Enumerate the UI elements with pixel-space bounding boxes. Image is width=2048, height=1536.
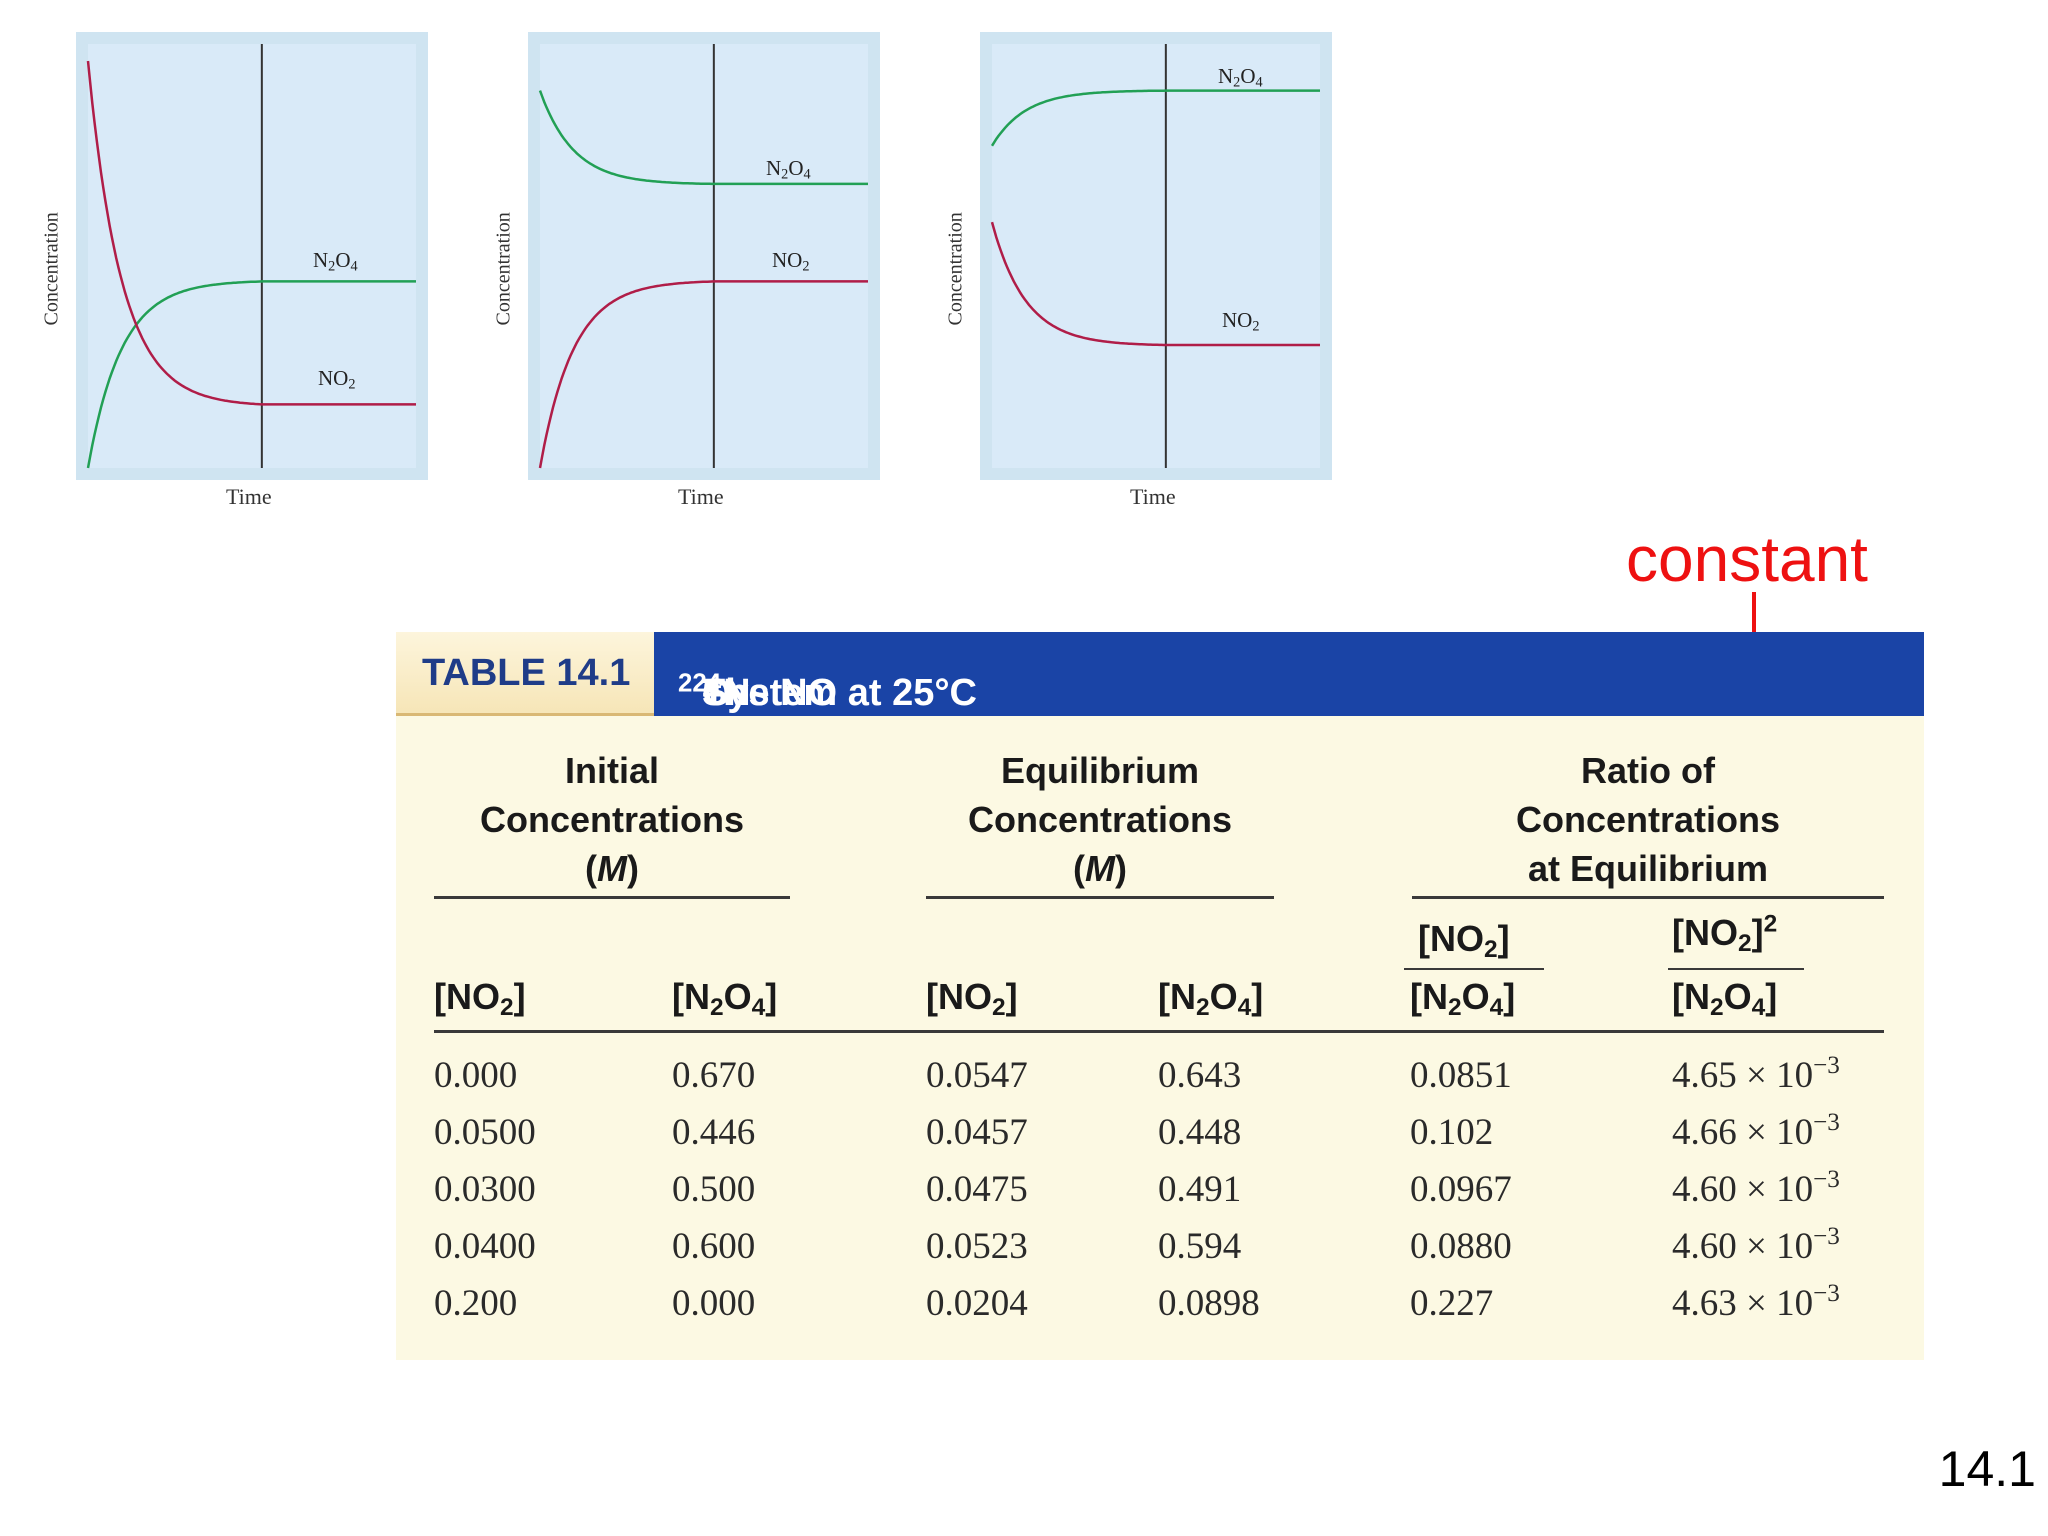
table-cell: 0.670 <box>672 1055 756 1096</box>
col-header-eq-n2o4: [N2O4] <box>1158 976 1264 1022</box>
col-header-kc-numerator: [NO2]2 <box>1672 910 1778 958</box>
series-line-no2 <box>990 221 1320 347</box>
y-axis-label: Concentration <box>944 212 967 326</box>
table-cell: 0.0475 <box>926 1169 1028 1210</box>
table-cell: 0.0500 <box>434 1112 536 1153</box>
table-cell: 0.0204 <box>926 1283 1028 1324</box>
col-header-ratio-numerator: [NO2] <box>1418 918 1510 964</box>
plot-area <box>88 44 416 468</box>
table-cell: 0.0523 <box>926 1226 1028 1267</box>
table-cell: 0.500 <box>672 1169 756 1210</box>
group-rule <box>1412 896 1884 899</box>
table-cell: 0.0851 <box>1410 1055 1512 1096</box>
series-line-no2 <box>538 280 868 469</box>
table-title-bar: The NO 2 –N 2 O 4 System at 25°C <box>654 632 1924 716</box>
plot-svg <box>990 44 1320 468</box>
plot-svg <box>538 44 868 469</box>
table-cell: 0.643 <box>1158 1055 1242 1096</box>
series-label-n2o4: N2O4 <box>1218 64 1263 91</box>
series-line-n2o4 <box>538 90 868 186</box>
table-cell: 4.65 × 10−3 <box>1672 1052 1840 1096</box>
series-label-n2o4: N2O4 <box>766 156 811 183</box>
table-cell: 0.000 <box>672 1283 756 1324</box>
table-label: TABLE 14.1 <box>422 652 631 694</box>
table-title: The NO 2 –N 2 O 4 System at 25°C <box>678 669 977 714</box>
data-table: TABLE 14.1 The NO 2 –N 2 O 4 System at 25°C I… <box>396 632 1924 1360</box>
concentration-plot-2 <box>528 32 880 480</box>
table-cell: 4.66 × 10−3 <box>1672 1109 1840 1153</box>
group-header-ratio: Ratio of Concentrations at Equilibrium <box>1515 750 1781 889</box>
group-header-initial: Initial Concentrations (M) <box>479 750 745 889</box>
table-cell: 0.446 <box>672 1112 756 1153</box>
x-axis-label: Time <box>226 484 272 509</box>
col-header-kc-denominator: [N2O4] <box>1672 976 1778 1022</box>
y-axis-label: Concentration <box>40 212 63 326</box>
table-cell: 0.0880 <box>1410 1226 1512 1267</box>
table-cell: 0.0300 <box>434 1169 536 1210</box>
table-cell: 0.600 <box>672 1226 756 1267</box>
fraction-bar <box>1404 968 1544 970</box>
table-cell: 0.0400 <box>434 1226 536 1267</box>
header-rule <box>434 1030 1884 1033</box>
table-cell: 0.0898 <box>1158 1283 1260 1324</box>
table-cell: 0.102 <box>1410 1112 1494 1153</box>
x-axis-label: Time <box>678 484 724 509</box>
constant-annotation: constant <box>1626 523 1868 595</box>
table-label-box: TABLE 14.1 <box>396 632 654 716</box>
concentration-plot-1 <box>76 32 428 480</box>
col-header-initial-n2o4: [N2O4] <box>672 976 778 1022</box>
table-cell: 0.000 <box>434 1055 518 1096</box>
series-label-n2o4: N2O4 <box>313 248 358 275</box>
series-label-no2: NO2 <box>1222 308 1260 335</box>
fraction-bar <box>1668 968 1804 970</box>
table-cell: 0.0967 <box>1410 1169 1512 1210</box>
table-cell: 0.491 <box>1158 1169 1242 1210</box>
concentration-plot-3 <box>980 32 1332 480</box>
series-line-no2 <box>86 60 416 406</box>
table-cell: 0.448 <box>1158 1112 1242 1153</box>
table-cell: 0.227 <box>1410 1283 1494 1324</box>
group-rule <box>926 896 1274 899</box>
y-axis-label: Concentration <box>492 212 515 326</box>
col-header-ratio-denominator: [N2O4] <box>1410 976 1516 1022</box>
x-axis-label: Time <box>1130 484 1176 509</box>
col-header-eq-no2: [NO2] <box>926 976 1018 1022</box>
series-label-no2: NO2 <box>772 248 810 275</box>
slide-number: 14.1 <box>1938 1441 2036 1497</box>
group-header-equilibrium: Equilibrium Concentrations (M) <box>967 750 1233 889</box>
plot-area <box>992 44 1320 468</box>
series-label-no2: NO2 <box>318 366 356 393</box>
table-cell: 0.0457 <box>926 1112 1028 1153</box>
series-line-n2o4 <box>990 89 1320 147</box>
table-cell: 4.60 × 10−3 <box>1672 1166 1840 1210</box>
plot-svg <box>86 44 416 469</box>
col-header-initial-no2: [NO2] <box>434 976 526 1022</box>
table-cell: 4.60 × 10−3 <box>1672 1223 1840 1267</box>
plot-area <box>540 44 868 468</box>
table-cell: 0.200 <box>434 1283 518 1324</box>
series-line-n2o4 <box>86 280 416 469</box>
table-cell: 4.63 × 10−3 <box>1672 1280 1840 1324</box>
table-cell: 0.0547 <box>926 1055 1028 1096</box>
group-rule <box>434 896 790 899</box>
table-cell: 0.594 <box>1158 1226 1242 1267</box>
